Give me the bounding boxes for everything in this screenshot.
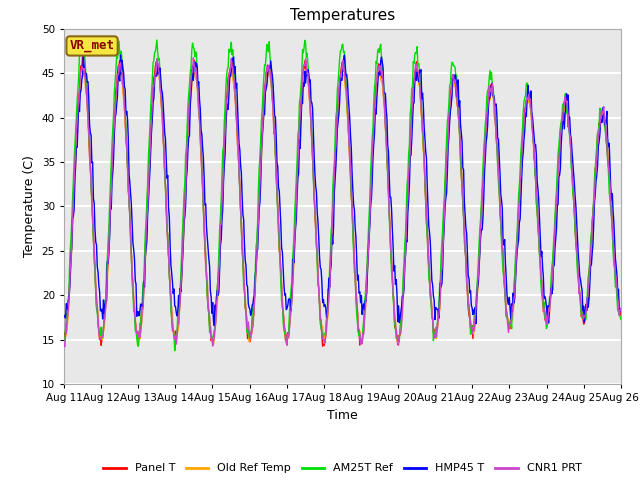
Title: Temperatures: Temperatures	[290, 9, 395, 24]
Legend: Panel T, Old Ref Temp, AM25T Ref, HMP45 T, CNR1 PRT: Panel T, Old Ref Temp, AM25T Ref, HMP45 …	[99, 459, 586, 478]
Y-axis label: Temperature (C): Temperature (C)	[23, 156, 36, 257]
X-axis label: Time: Time	[327, 408, 358, 421]
Text: VR_met: VR_met	[70, 39, 115, 52]
